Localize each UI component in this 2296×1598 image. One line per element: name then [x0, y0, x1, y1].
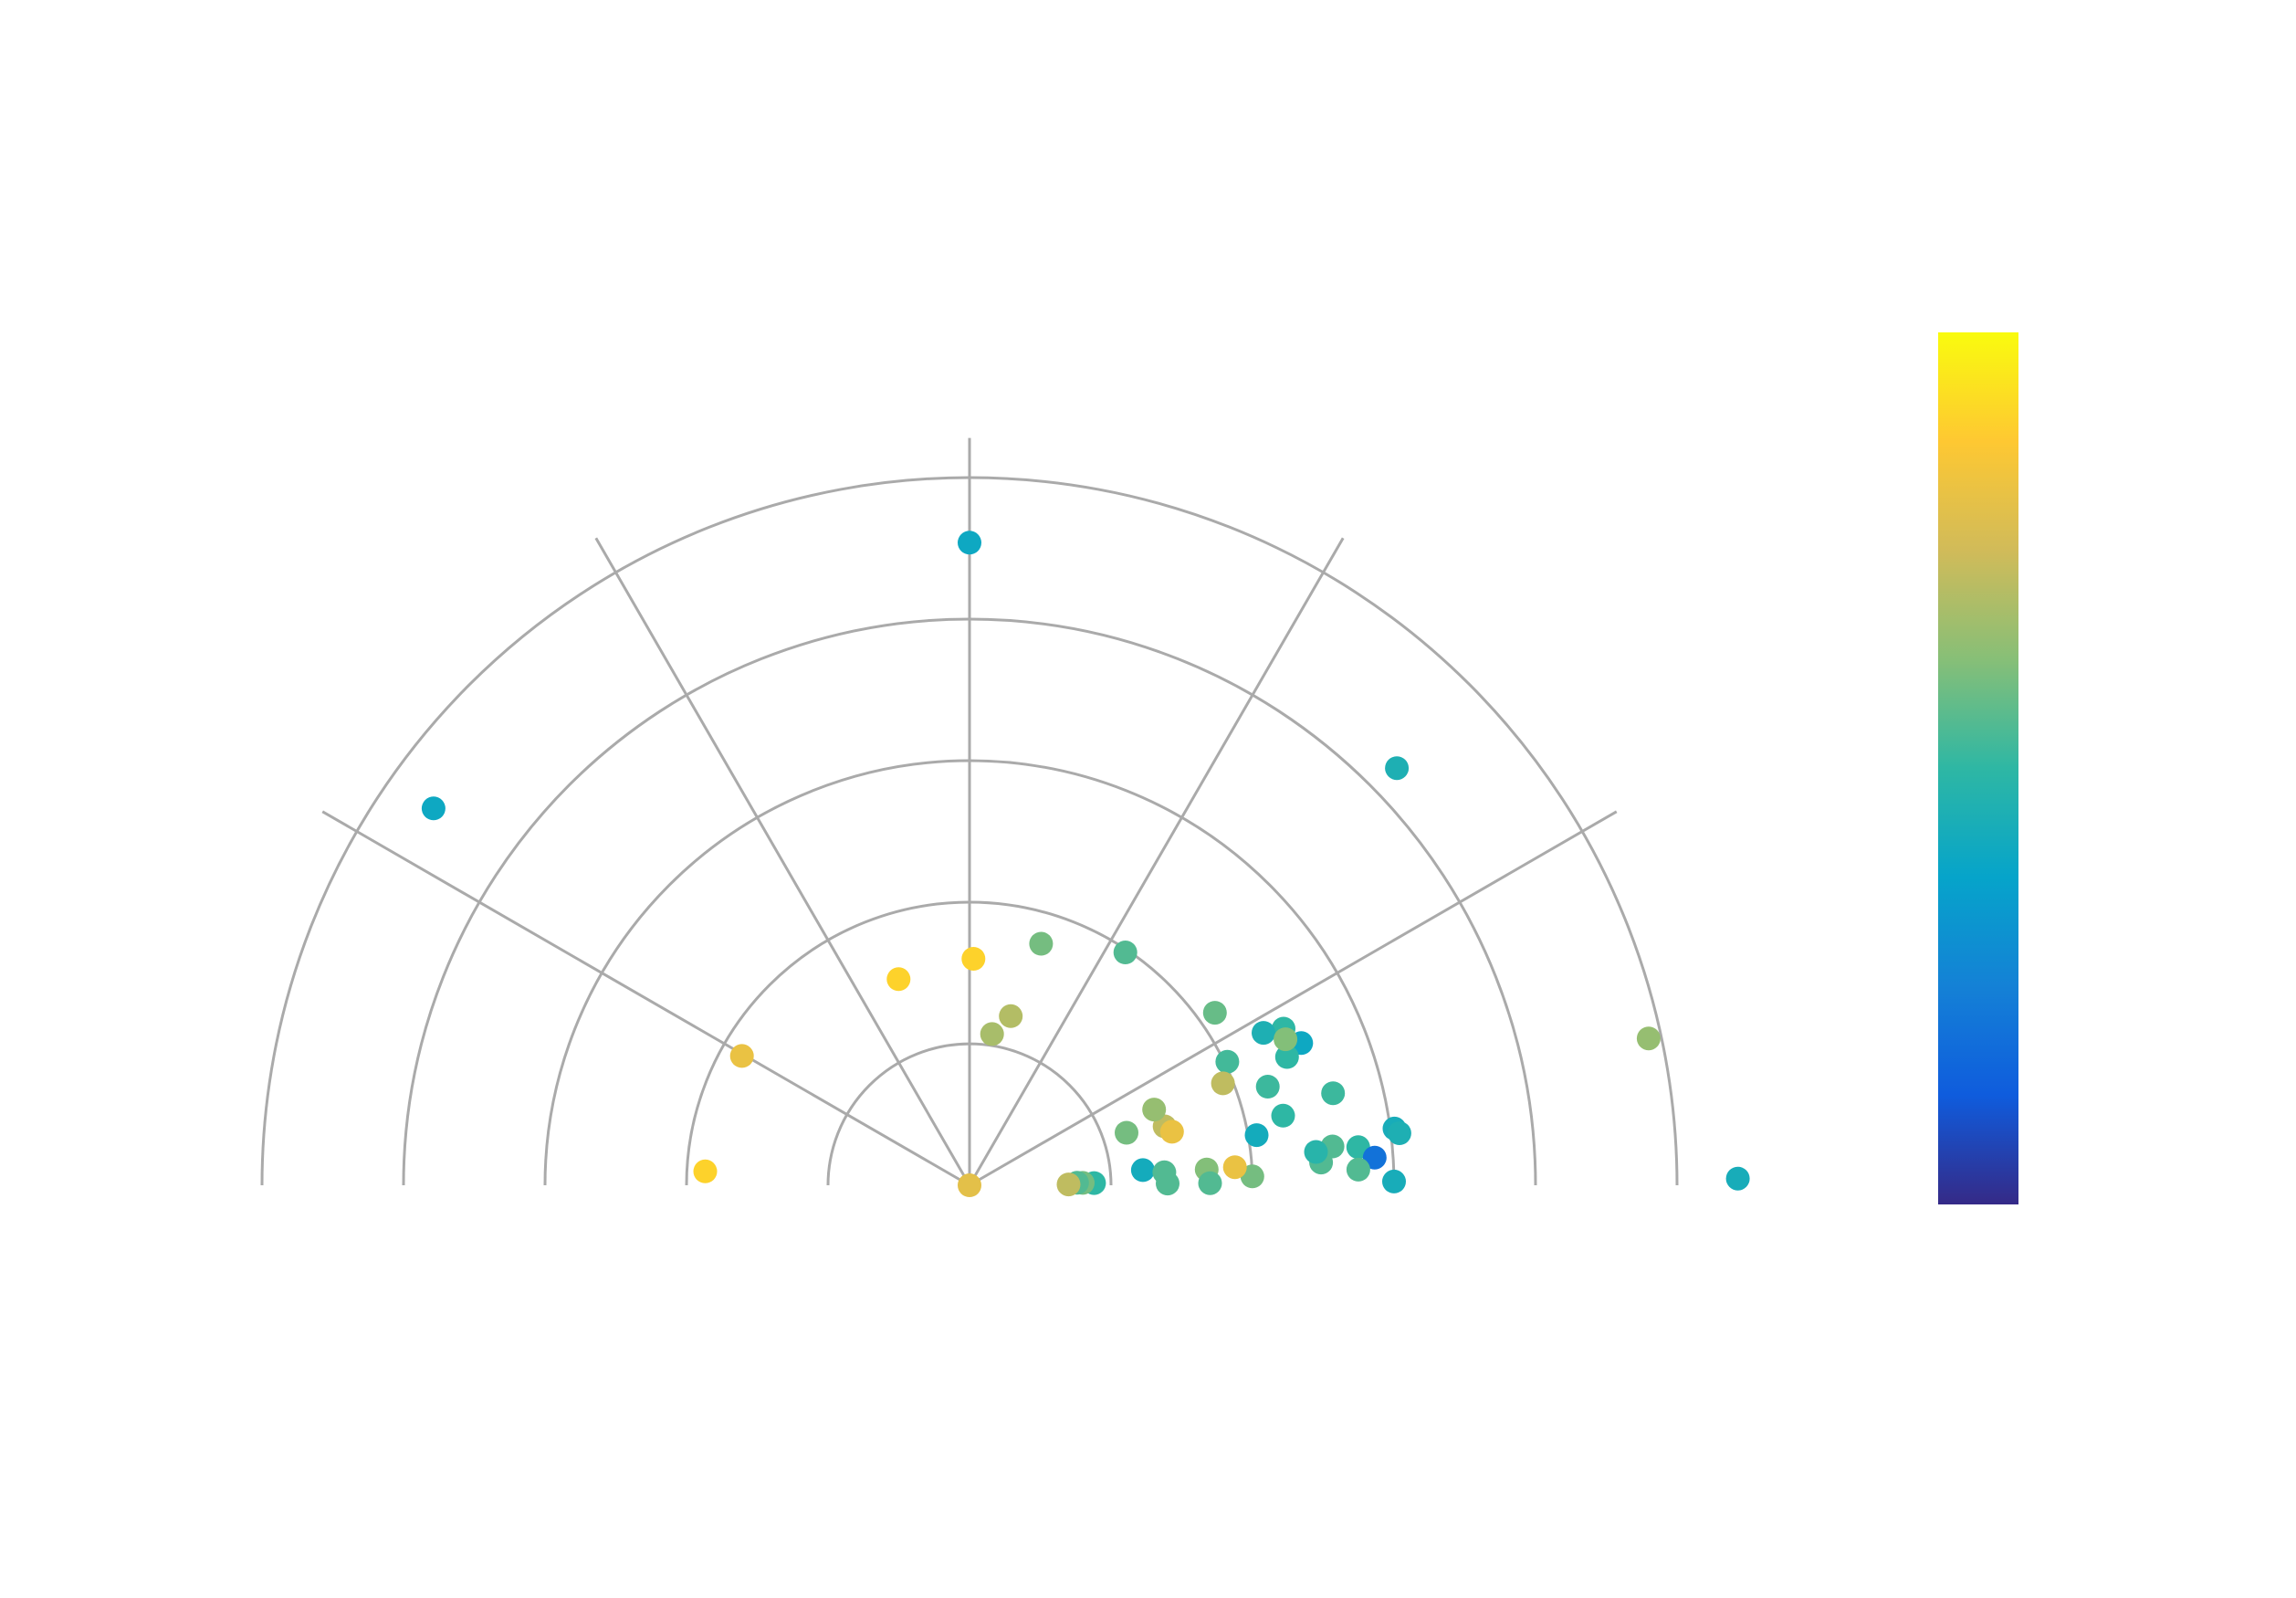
scatter-point [1056, 1172, 1081, 1197]
scatter-point [421, 796, 446, 821]
scatter-point [999, 1004, 1023, 1028]
polar-grid [260, 437, 1679, 1187]
scatter-point [1156, 1172, 1179, 1196]
angular-gridline-60 [968, 537, 1345, 1186]
colorbar [1938, 332, 2018, 1204]
scatter-point [1304, 1140, 1328, 1164]
scatter-point [1202, 1001, 1227, 1025]
scatter-point [1130, 1158, 1155, 1183]
scatter-point [1211, 1071, 1235, 1096]
scatter-point [1198, 1171, 1222, 1195]
scatter-point [1113, 941, 1138, 964]
scatter-point [1636, 1026, 1661, 1051]
scatter-point [729, 1044, 754, 1068]
scatter-point [886, 967, 911, 992]
scatter-point [1029, 931, 1054, 956]
scatter-point [1252, 1021, 1275, 1046]
angular-gridline-150 [321, 810, 970, 1187]
scatter-point [1240, 1164, 1264, 1189]
scatter-point [1385, 756, 1410, 781]
scatter-point [1159, 1120, 1184, 1144]
scatter-point [1362, 1145, 1387, 1170]
scatter-point [958, 531, 981, 555]
scatter-point [961, 947, 986, 971]
scatter-point [1115, 1120, 1138, 1145]
scatter-point [1271, 1103, 1295, 1128]
scatter-point [1321, 1081, 1346, 1106]
scatter-point [958, 1173, 981, 1197]
scatter-point [1725, 1166, 1750, 1191]
scatter-point [980, 1022, 1004, 1046]
scatter-point [1222, 1155, 1247, 1180]
scatter-point [1346, 1157, 1370, 1182]
scatter-point [693, 1159, 718, 1183]
scatter-point [1274, 1027, 1298, 1052]
scatter-point [1274, 1045, 1299, 1069]
angular-gridline-120 [594, 537, 971, 1186]
angular-gridline-30 [969, 810, 1618, 1187]
data-points [421, 531, 1750, 1197]
scatter-point [1244, 1123, 1269, 1148]
scatter-point [1382, 1169, 1406, 1193]
scatter-point [1387, 1121, 1411, 1145]
scatter-point [1255, 1075, 1280, 1099]
scatter-point [1215, 1049, 1240, 1074]
scatter-point [1142, 1098, 1167, 1122]
